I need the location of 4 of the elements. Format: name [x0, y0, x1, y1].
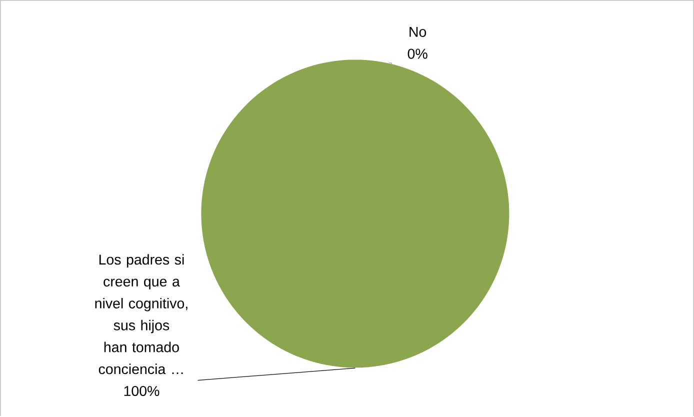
text: 0% [408, 48, 428, 60]
slice-label: Los padres si creen que a nivel cognitivo, sus hijos han tomado conciencia … [95, 254, 188, 374]
data-label: 100% [124, 386, 160, 396]
category-label: No [410, 27, 426, 38]
